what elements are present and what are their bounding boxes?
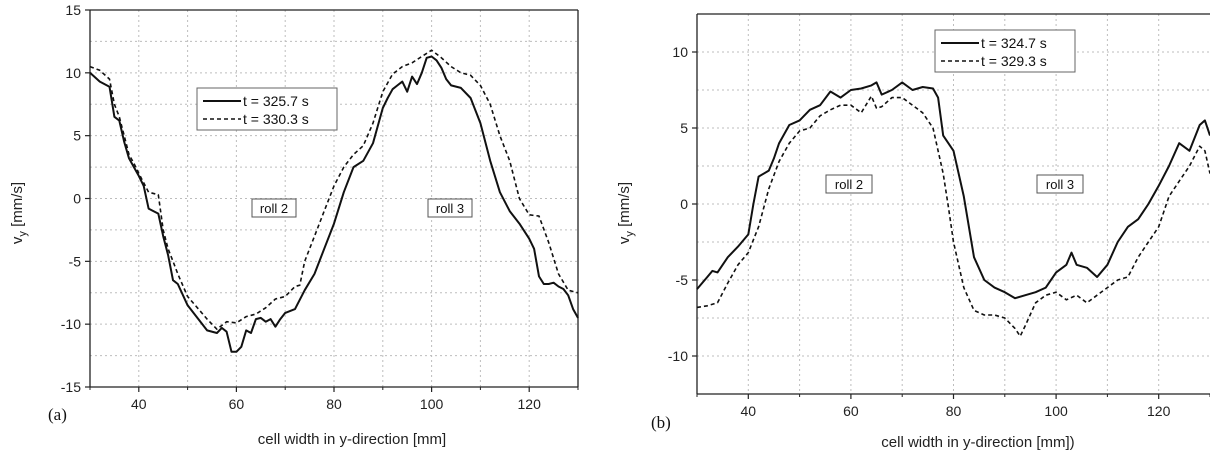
x-tick-label: 60 [843, 403, 859, 419]
series-line-2 [696, 95, 1210, 337]
y-axis-label: vy [mm/s] [9, 182, 29, 244]
x-tick-label: 100 [1044, 403, 1068, 419]
annotation-label: roll 2 [835, 177, 863, 192]
legend-label-1: t = 325.7 s [243, 93, 309, 109]
chart-b-svg: 40 60 80 100 120 -10 -5 0 5 10 t = 324.7 s t = 329.… [616, 13, 1210, 451]
annotation-box [427, 198, 473, 218]
x-tick-label: 120 [1147, 403, 1171, 419]
y-tick-label: 5 [680, 120, 688, 136]
x-axis-label: cell width in y-direction [mm]) [881, 434, 1074, 451]
y-tick-label: 0 [73, 191, 81, 207]
y-tick-label: -5 [676, 272, 689, 288]
x-tick-label: 120 [518, 396, 542, 412]
y-tick-label: -10 [668, 348, 688, 364]
legend-label-2: t = 330.3 s [243, 111, 309, 127]
y-tick-label: -15 [61, 379, 81, 395]
y-tick-label: 5 [73, 128, 81, 144]
annotation-label: roll 3 [436, 201, 464, 216]
annotation-label: roll 2 [260, 201, 288, 216]
y-tick-label: 10 [672, 44, 688, 60]
panel-label: (a) [48, 405, 67, 424]
x-tick-label: 40 [741, 403, 757, 419]
chart-panel-a: 40 60 80 100 120 -15 -10 -5 0 5 10 15 t = 325.7 s t =… [9, 2, 579, 448]
legend-label-2: t = 329.3 s [981, 53, 1047, 69]
legend-label-1: t = 324.7 s [981, 35, 1047, 51]
x-tick-label: 80 [946, 403, 962, 419]
y-tick-label: 10 [65, 65, 81, 81]
y-tick-label: 15 [65, 2, 81, 18]
series-line-1 [696, 81, 1210, 300]
panel-label: (b) [651, 413, 671, 432]
series-line-1 [89, 55, 579, 353]
x-tick-label: 40 [131, 396, 147, 412]
chart-panel-b: 40 60 80 100 120 -10 -5 0 5 10 t = 324.7 s t = 329.… [605, 0, 1210, 459]
legend-box [934, 29, 1076, 73]
y-tick-label: -5 [69, 253, 82, 269]
x-tick-label: 100 [420, 396, 444, 412]
y-tick-label: 0 [680, 196, 688, 212]
annotation-box [825, 174, 873, 194]
annotation-box [251, 198, 297, 218]
legend-box [196, 87, 338, 131]
y-axis-label: vy [mm/s] [616, 182, 636, 244]
y-tick-label: -10 [61, 316, 81, 332]
x-axis-label: cell width in y-direction [mm] [258, 431, 446, 448]
series-line-2 [89, 49, 579, 330]
annotation-label: roll 3 [1046, 177, 1074, 192]
x-tick-label: 60 [229, 396, 245, 412]
chart-a-svg: 40 60 80 100 120 -15 -10 -5 0 5 10 15 t = 325.7 s t =… [9, 2, 579, 448]
x-tick-label: 80 [326, 396, 342, 412]
annotation-box [1036, 174, 1084, 194]
